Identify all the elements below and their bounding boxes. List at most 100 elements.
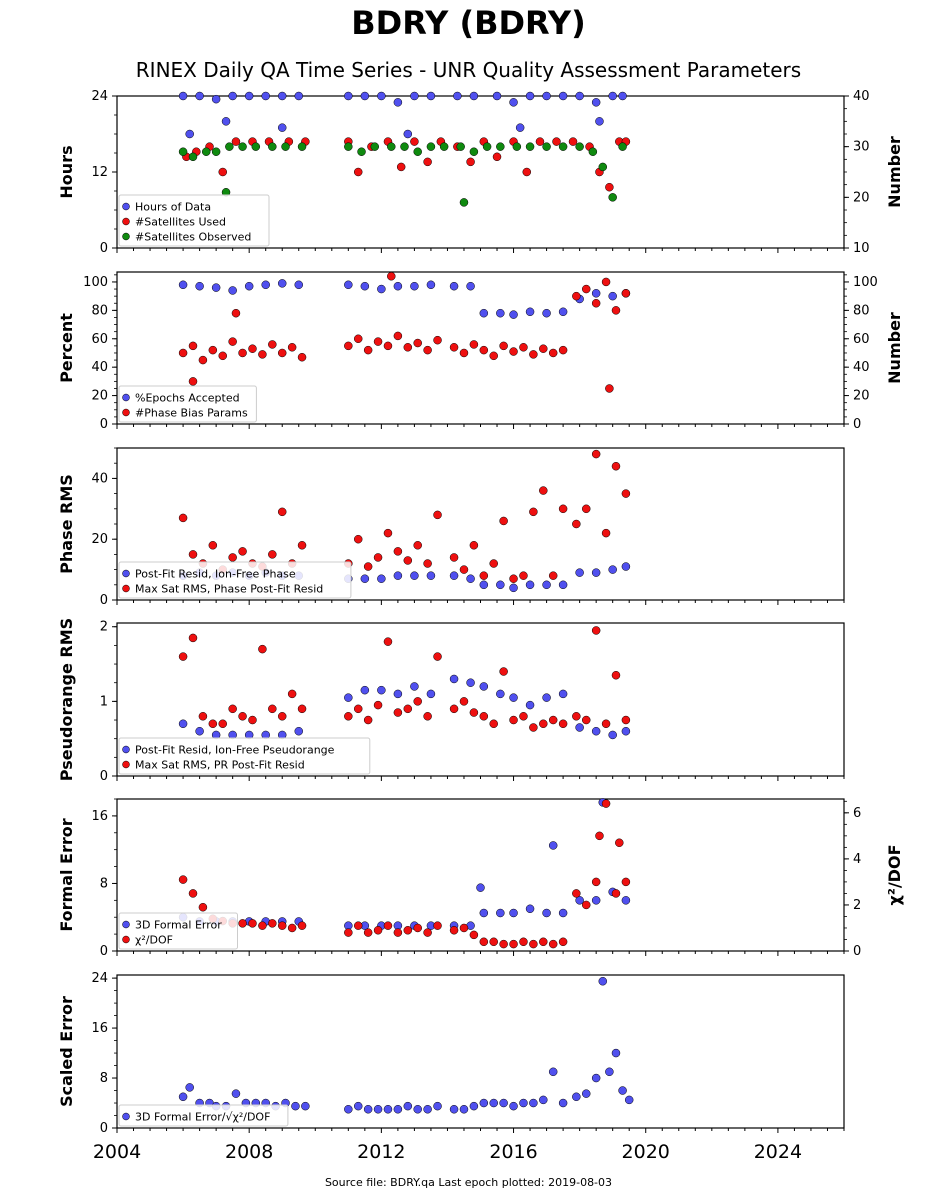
data-point (377, 685, 386, 695)
data-point (400, 142, 409, 151)
data-point (608, 565, 617, 574)
data-point (277, 123, 287, 132)
data-point (489, 351, 498, 361)
y2-tick-label: 2 (853, 898, 861, 913)
data-point (208, 541, 218, 550)
data-point (479, 571, 489, 580)
series-3 (178, 142, 627, 207)
data-point (621, 896, 631, 905)
data-point (525, 142, 535, 151)
data-point (363, 1105, 373, 1114)
data-point (258, 921, 267, 930)
data-point (377, 91, 386, 101)
data-point (268, 704, 277, 714)
data-point (601, 719, 611, 729)
data-point (466, 678, 475, 687)
data-point (449, 553, 459, 562)
data-point (373, 926, 383, 935)
data-point (244, 281, 254, 291)
data-point (509, 310, 518, 319)
legend-marker (122, 584, 130, 593)
data-point (558, 908, 568, 918)
legend-label: %Epochs Accepted (135, 392, 240, 405)
data-point (433, 510, 442, 520)
data-point (268, 919, 277, 928)
x-tick-label: 2012 (357, 1141, 405, 1163)
data-point (393, 571, 403, 580)
legend-label: Max Sat RMS, Phase Post-Fit Resid (135, 583, 323, 596)
y-tick-label: 100 (83, 275, 108, 290)
data-point (459, 1105, 469, 1114)
panel-6: 0 8 16 24 Scaled Error 3D Formal Error/√χ²/DO… (57, 971, 845, 1163)
data-point (353, 534, 363, 544)
data-point (268, 142, 277, 151)
data-point (496, 142, 505, 151)
data-point (621, 562, 631, 571)
y-tick-label: 20 (91, 532, 108, 547)
data-point (591, 98, 601, 107)
legend-marker (122, 935, 130, 944)
data-point (482, 142, 492, 151)
data-point (238, 547, 247, 556)
data-point (558, 719, 568, 729)
data-point (383, 921, 393, 930)
data-point (449, 704, 459, 714)
data-point (509, 908, 518, 918)
data-point (188, 377, 198, 386)
data-point (469, 91, 479, 101)
data-point (185, 1083, 194, 1092)
data-point (218, 719, 227, 729)
data-point (393, 1105, 403, 1114)
data-point (548, 348, 558, 358)
data-point (228, 704, 237, 714)
data-point (393, 689, 403, 699)
data-point (489, 559, 498, 568)
data-point (624, 1095, 634, 1105)
data-point (572, 519, 581, 529)
data-point (466, 157, 475, 167)
data-point (525, 91, 535, 101)
y-axis-label: Hours (57, 145, 76, 198)
data-point (572, 1092, 581, 1102)
y-tick-label: 8 (100, 1071, 108, 1086)
data-point (238, 142, 247, 151)
data-point (509, 583, 518, 593)
data-point (572, 889, 581, 898)
data-point (178, 91, 188, 101)
data-point (479, 580, 489, 590)
data-point (387, 142, 396, 151)
data-point (426, 280, 436, 290)
data-point (621, 289, 631, 298)
data-point (542, 580, 551, 590)
data-point (509, 1101, 518, 1111)
data-point (588, 147, 598, 156)
y-tick-label: 0 (100, 593, 108, 608)
data-point (211, 283, 221, 292)
y-axis-label: Formal Error (57, 818, 76, 931)
data-point (433, 335, 442, 345)
y2-tick-label: 10 (853, 241, 870, 256)
data-point (188, 341, 198, 351)
legend-label: 3D Formal Error/√χ²/DOF (135, 1111, 270, 1124)
y-tick-label: 0 (100, 241, 108, 256)
data-point (595, 117, 604, 126)
data-point (228, 337, 237, 346)
data-point (277, 279, 287, 288)
data-point (479, 345, 489, 355)
data-point (469, 1101, 479, 1111)
data-point (410, 137, 419, 146)
data-point (231, 308, 241, 318)
data-point (277, 348, 287, 358)
data-point (611, 306, 621, 315)
data-point (426, 91, 436, 101)
data-point (608, 193, 617, 202)
data-point (211, 94, 221, 104)
data-point (539, 486, 548, 495)
data-point (201, 147, 211, 156)
data-point (294, 280, 303, 290)
data-point (509, 715, 518, 725)
y2-axis-label: χ²/DOF (885, 845, 904, 906)
data-point (291, 1101, 300, 1111)
data-point (393, 331, 403, 341)
